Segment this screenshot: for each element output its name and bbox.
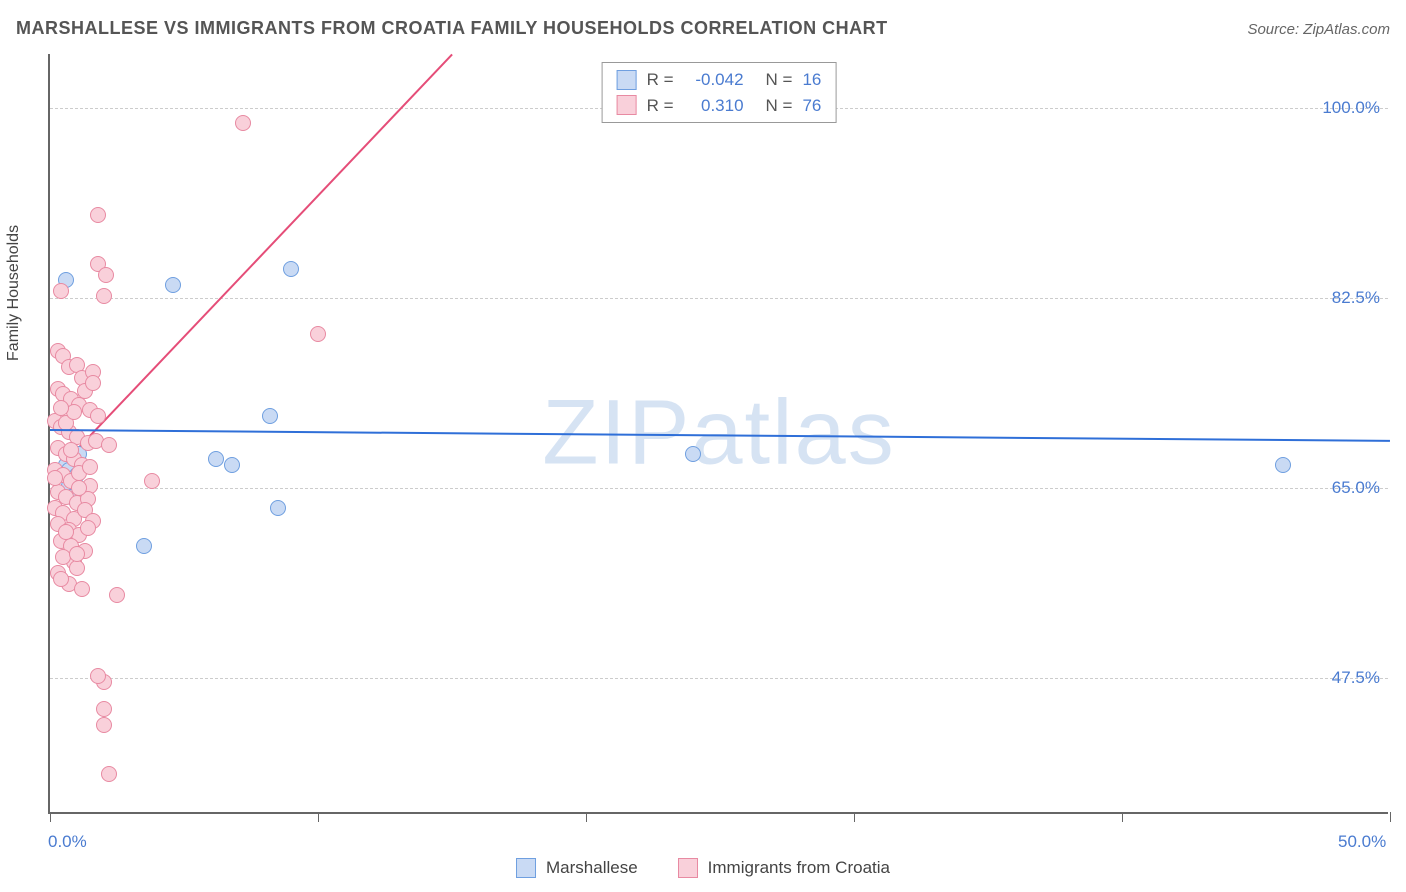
x-tick (50, 812, 51, 822)
scatter-point (235, 115, 251, 131)
trend-line (50, 429, 1390, 442)
x-tick-label: 50.0% (1338, 832, 1386, 852)
scatter-point (80, 520, 96, 536)
scatter-point (165, 277, 181, 293)
x-tick-label: 0.0% (48, 832, 87, 852)
scatter-point (58, 524, 74, 540)
plot-area: ZIPatlas 47.5%65.0%82.5%100.0%R =-0.042N… (48, 54, 1388, 814)
x-tick (1122, 812, 1123, 822)
scatter-point (53, 283, 69, 299)
y-tick-label: 82.5% (1332, 288, 1380, 308)
legend-bottom: Marshallese Immigrants from Croatia (516, 858, 890, 878)
n-value: 76 (802, 93, 821, 119)
legend-item: Immigrants from Croatia (678, 858, 890, 878)
scatter-point (109, 587, 125, 603)
y-tick-label: 65.0% (1332, 478, 1380, 498)
scatter-point (53, 571, 69, 587)
x-tick (586, 812, 587, 822)
scatter-point (283, 261, 299, 277)
legend-stats-row: R = -0.042 N = 16 (617, 67, 822, 93)
scatter-point (1275, 457, 1291, 473)
r-label: R = (647, 93, 674, 119)
scatter-point (90, 668, 106, 684)
scatter-point (144, 473, 160, 489)
x-tick (854, 812, 855, 822)
legend-item: Marshallese (516, 858, 638, 878)
scatter-point (98, 267, 114, 283)
scatter-point (82, 459, 98, 475)
x-tick (1390, 812, 1391, 822)
legend-label: Marshallese (546, 858, 638, 878)
scatter-point (270, 500, 286, 516)
source-attribution: Source: ZipAtlas.com (1247, 21, 1390, 38)
x-tick (318, 812, 319, 822)
scatter-point (47, 470, 63, 486)
scatter-point (685, 446, 701, 462)
chart-title: MARSHALLESE VS IMMIGRANTS FROM CROATIA F… (16, 18, 888, 39)
legend-swatch (617, 95, 637, 115)
legend-swatch (617, 70, 637, 90)
scatter-point (69, 546, 85, 562)
scatter-point (224, 457, 240, 473)
gridline-h (50, 298, 1388, 299)
scatter-point (63, 442, 79, 458)
scatter-point (85, 375, 101, 391)
y-axis-label: Family Households (5, 225, 23, 361)
legend-stats: R = -0.042 N = 16 R = 0.310 N = 76 (602, 62, 837, 123)
r-value: -0.042 (684, 67, 744, 93)
title-bar: MARSHALLESE VS IMMIGRANTS FROM CROATIA F… (16, 18, 1390, 39)
legend-stats-row: R = 0.310 N = 76 (617, 93, 822, 119)
scatter-point (96, 288, 112, 304)
scatter-point (71, 480, 87, 496)
scatter-point (90, 408, 106, 424)
scatter-point (90, 207, 106, 223)
n-value: 16 (802, 67, 821, 93)
scatter-point (262, 408, 278, 424)
scatter-point (208, 451, 224, 467)
r-label: R = (647, 67, 674, 93)
scatter-point (69, 560, 85, 576)
scatter-point (53, 400, 69, 416)
r-value: 0.310 (684, 93, 744, 119)
gridline-h (50, 678, 1388, 679)
n-label: N = (766, 93, 793, 119)
scatter-point (101, 766, 117, 782)
scatter-point (74, 581, 90, 597)
y-tick-label: 100.0% (1322, 98, 1380, 118)
scatter-point (136, 538, 152, 554)
scatter-point (310, 326, 326, 342)
gridline-h (50, 488, 1388, 489)
scatter-point (96, 717, 112, 733)
y-tick-label: 47.5% (1332, 668, 1380, 688)
scatter-point (96, 701, 112, 717)
legend-swatch (678, 858, 698, 878)
legend-swatch (516, 858, 536, 878)
n-label: N = (766, 67, 793, 93)
legend-label: Immigrants from Croatia (708, 858, 890, 878)
scatter-point (101, 437, 117, 453)
